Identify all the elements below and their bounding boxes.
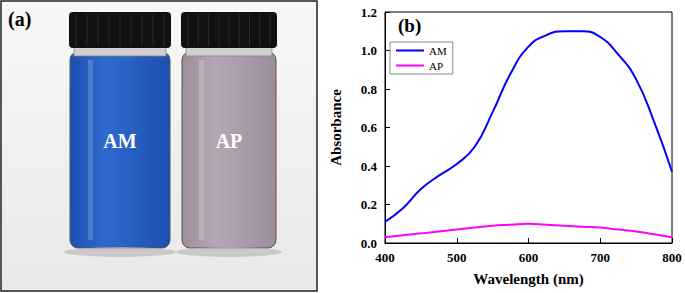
svg-text:(a): (a) bbox=[8, 8, 31, 31]
svg-text:Absorbance: Absorbance bbox=[328, 89, 344, 166]
svg-text:500: 500 bbox=[447, 250, 467, 265]
svg-text:AM: AM bbox=[429, 45, 447, 57]
svg-text:0.2: 0.2 bbox=[361, 197, 377, 212]
svg-text:600: 600 bbox=[519, 250, 539, 265]
svg-text:0.8: 0.8 bbox=[361, 82, 378, 97]
svg-text:AP: AP bbox=[216, 130, 243, 152]
svg-text:700: 700 bbox=[591, 250, 611, 265]
svg-text:800: 800 bbox=[662, 250, 682, 265]
svg-text:1.2: 1.2 bbox=[361, 5, 377, 20]
svg-text:400: 400 bbox=[375, 250, 395, 265]
svg-text:0.4: 0.4 bbox=[361, 159, 378, 174]
svg-text:(b): (b) bbox=[398, 15, 421, 37]
svg-text:Wavelength (nm): Wavelength (nm) bbox=[473, 271, 583, 288]
svg-text:0.6: 0.6 bbox=[361, 120, 378, 135]
svg-text:1.0: 1.0 bbox=[361, 43, 377, 58]
svg-text:0.0: 0.0 bbox=[361, 236, 377, 251]
svg-text:AP: AP bbox=[429, 60, 443, 72]
svg-text:AM: AM bbox=[103, 130, 136, 152]
